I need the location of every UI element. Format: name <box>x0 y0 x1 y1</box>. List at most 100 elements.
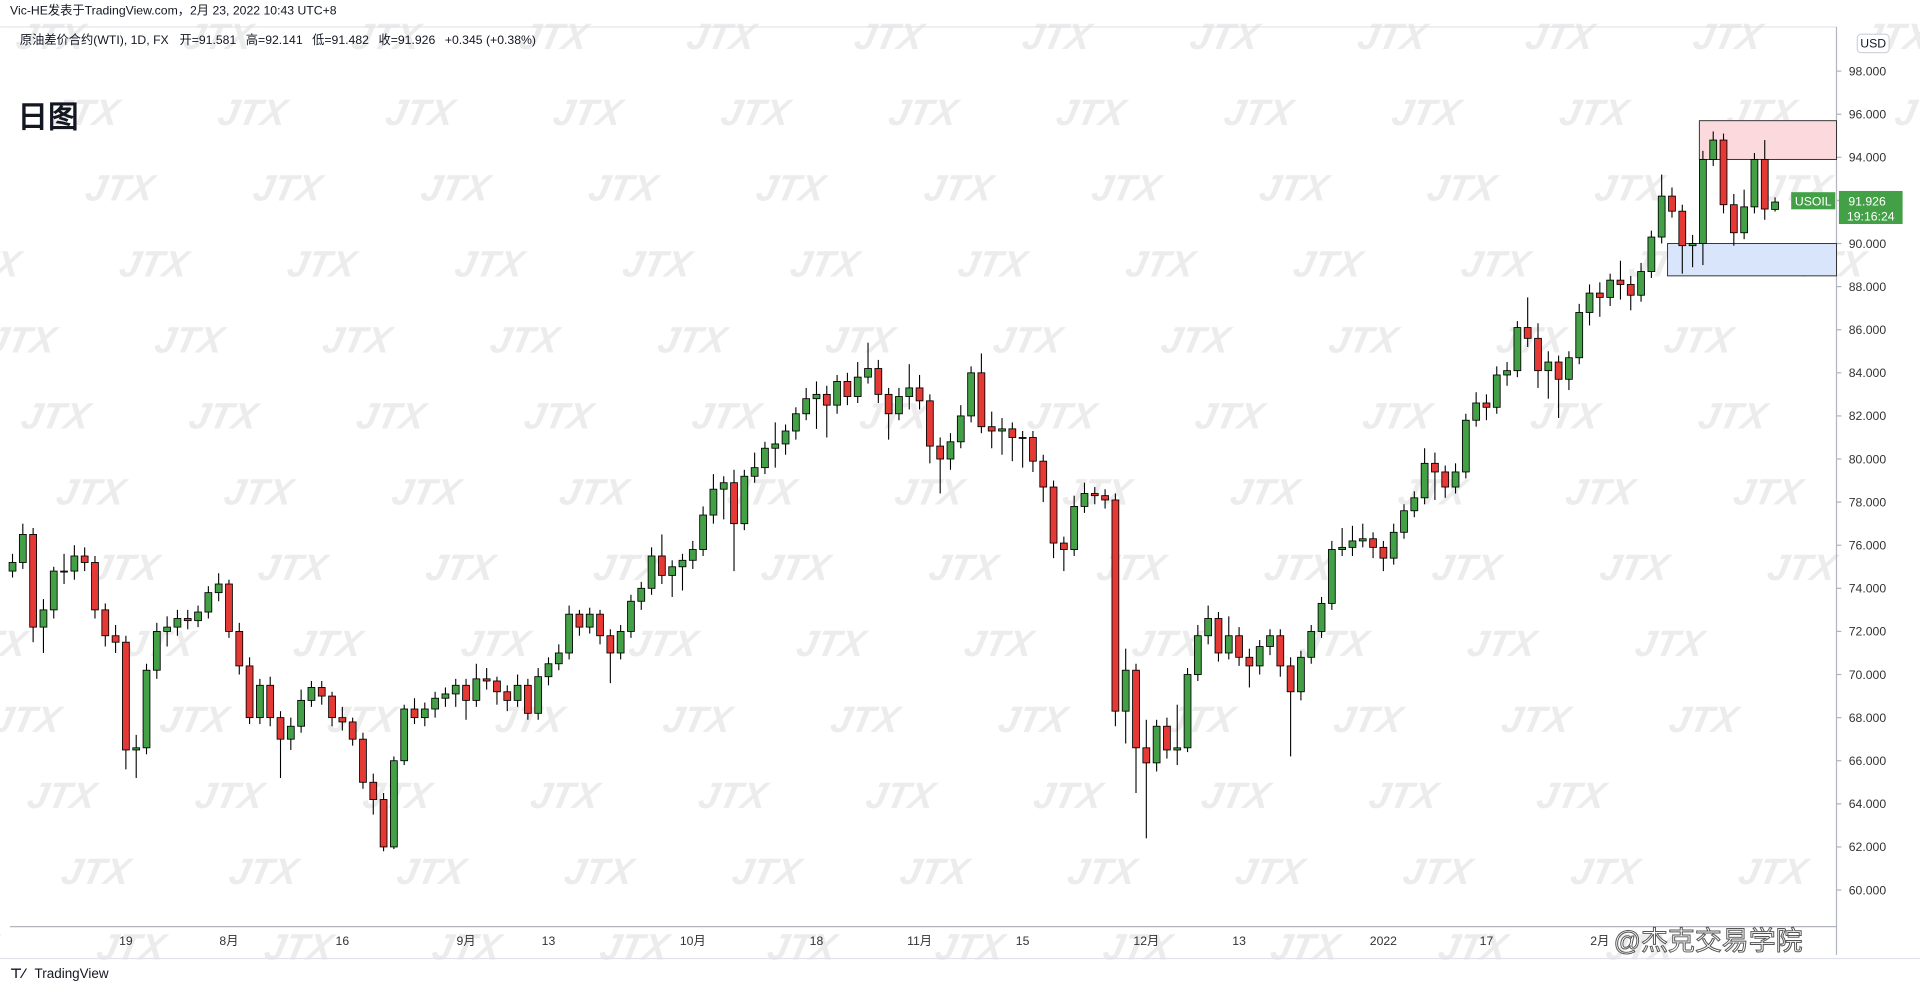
candle-body <box>637 587 646 602</box>
watermark: JTX <box>1192 395 1270 437</box>
candle-body <box>926 400 934 447</box>
ohlc-label: 收= <box>378 33 397 47</box>
y-tick-label: 86.000 <box>1849 323 1887 337</box>
candle-body <box>1451 471 1460 488</box>
x-tick-label: 9月 <box>457 934 476 948</box>
candle-body <box>1132 669 1140 749</box>
candle-body <box>1327 549 1336 604</box>
watermark: JTX <box>521 395 599 437</box>
candle-body <box>431 697 439 710</box>
candle-body <box>853 376 862 397</box>
candle-body <box>1606 279 1614 298</box>
watermark: JTX <box>53 471 131 513</box>
watermark: JTX <box>422 547 500 589</box>
x-tick-label: 2022 <box>1370 934 1397 948</box>
watermark: JTX <box>1198 774 1276 816</box>
watermark: JTX <box>1596 547 1674 589</box>
candle-body <box>874 368 883 395</box>
x-tick-label: 8月 <box>219 934 238 948</box>
watermark: JTX <box>429 926 507 968</box>
candle-body <box>544 663 553 678</box>
candle-body <box>1565 357 1573 380</box>
watermark: JTX <box>250 167 328 209</box>
y-tick-label: 78.000 <box>1849 495 1887 509</box>
watermark: JTX <box>156 698 234 740</box>
watermark: JTX <box>659 698 737 740</box>
candle-body <box>719 482 728 490</box>
watermark: JTX <box>1400 850 1478 892</box>
watermark: JTX <box>718 91 796 133</box>
candle-body <box>596 613 604 637</box>
watermark: JTX <box>926 547 1004 589</box>
candle-body <box>441 693 450 699</box>
symbol-tag-text: USOIL <box>1795 195 1832 209</box>
candle-body <box>1029 437 1037 462</box>
y-tick-label: 64.000 <box>1849 797 1887 811</box>
candle-body <box>1719 139 1728 206</box>
watermark: JTX <box>862 774 940 816</box>
candle-body <box>328 695 336 719</box>
candle-body <box>1513 327 1522 372</box>
watermark: JTX <box>1458 243 1536 285</box>
watermark: JTX <box>1100 926 1178 968</box>
watermark: JTX <box>1591 167 1669 209</box>
candle-body <box>1389 531 1398 559</box>
price-tag-value: 91.926 <box>1848 195 1886 209</box>
currency-box[interactable] <box>1856 33 1890 54</box>
candle-body <box>1771 201 1779 210</box>
candle-body <box>235 630 244 667</box>
watermark: JTX <box>1527 395 1605 437</box>
author-mark: @杰克交易学院 <box>1614 926 1803 956</box>
candle-body <box>575 613 584 628</box>
watermark: JTX <box>82 167 160 209</box>
candle-body <box>987 426 996 432</box>
watermark: JTX <box>556 471 634 513</box>
candle-body <box>658 555 666 576</box>
candle-body <box>1647 236 1656 272</box>
watermark: JTX <box>851 15 929 57</box>
candle-body <box>1729 204 1738 234</box>
candle-body <box>1224 635 1233 654</box>
candle-body <box>946 441 955 460</box>
watermark: JTX <box>1359 395 1437 437</box>
candle-body <box>503 691 512 701</box>
candle-body <box>286 725 295 740</box>
watermark: JTX <box>827 698 905 740</box>
candle-body <box>1266 635 1274 647</box>
x-tick-label: 13 <box>1232 934 1246 948</box>
watermark: JTX <box>1158 319 1236 361</box>
watermark: JTX <box>955 243 1033 285</box>
candle-body <box>1008 428 1017 438</box>
watermark: JTX <box>451 243 529 285</box>
candle-body <box>1616 279 1625 285</box>
watermark: JTX <box>1256 167 1334 209</box>
candle-body <box>1492 374 1501 408</box>
watermark: JTX <box>1330 698 1408 740</box>
watermark: JTX <box>1019 15 1097 57</box>
watermark: JTX <box>764 926 842 968</box>
candle-body <box>627 600 635 632</box>
watermark: JTX <box>1522 15 1600 57</box>
candle-body <box>1214 618 1223 654</box>
candle-body <box>812 393 821 400</box>
watermark: JTX <box>561 850 639 892</box>
brand-logo: ⊤⁄ <box>10 966 27 981</box>
candle-body <box>80 555 89 563</box>
candle-body <box>977 372 986 428</box>
watermark: JTX <box>695 774 773 816</box>
currency[interactable]: USD <box>1860 37 1886 51</box>
candle-body <box>1276 635 1285 667</box>
ohlc-label: 高= <box>246 32 265 47</box>
watermark: JTX <box>284 243 362 285</box>
candle-body <box>142 669 151 749</box>
candle-body <box>1503 370 1511 376</box>
watermark: JTX <box>1325 319 1403 361</box>
watermark: JTX <box>885 91 963 133</box>
watermark: JTX <box>180 15 258 57</box>
candle-body <box>1080 493 1089 507</box>
watermark: JTX <box>319 319 397 361</box>
candle-body <box>173 618 182 628</box>
candle-body <box>967 372 975 417</box>
